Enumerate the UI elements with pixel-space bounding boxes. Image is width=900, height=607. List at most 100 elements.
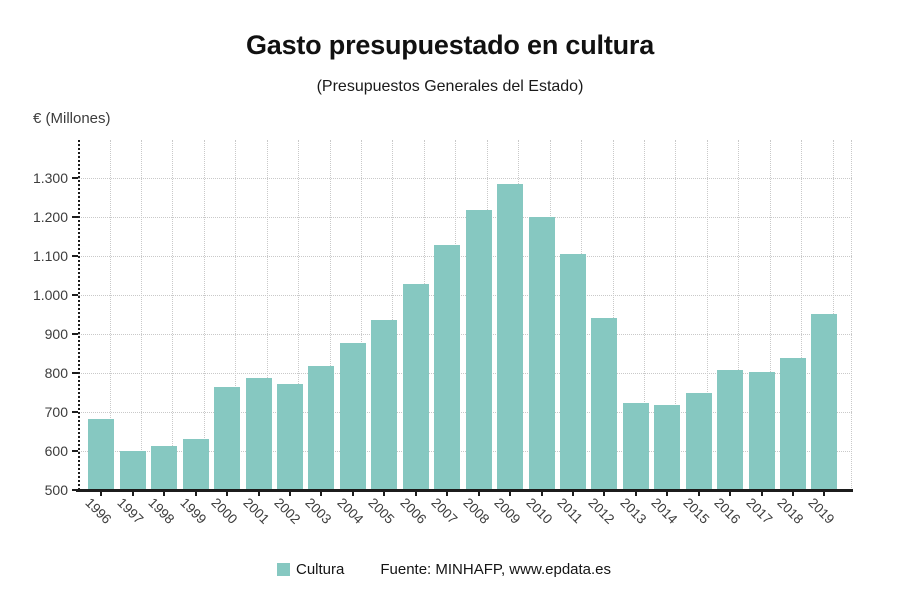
gridline-horizontal (78, 451, 852, 452)
x-tick-label-2010: 2010 (522, 495, 555, 527)
y-tick-label-700: 700 (44, 404, 68, 420)
y-tick-label-500: 500 (44, 482, 68, 498)
gridline-vertical (329, 140, 331, 490)
gridline-horizontal (78, 372, 852, 374)
y-axis-spine (78, 140, 80, 490)
gridline-vertical (801, 140, 803, 490)
x-axis-tick (540, 491, 543, 496)
source-text: Fuente: MINHAFP, www.epdata.es (380, 561, 612, 578)
x-axis-tick (100, 491, 103, 496)
x-tick-label-2019: 2019 (805, 495, 838, 527)
bar-2019 (811, 313, 838, 490)
chart-footer: Cultura Fuente: MINHAFP, www.epdata.es (277, 561, 611, 578)
gridline-vertical (203, 140, 205, 490)
x-axis-tick (226, 491, 229, 496)
x-tick-label-2002: 2002 (271, 495, 304, 527)
x-axis-tick (823, 491, 826, 496)
legend-swatch-cultura (277, 563, 290, 576)
gridline-vertical (266, 140, 268, 490)
gridline-vertical (109, 140, 111, 490)
x-axis-tick (383, 491, 386, 496)
bar-2001 (245, 378, 272, 490)
y-axis-tick (72, 371, 78, 374)
bar-2004 (339, 343, 366, 490)
x-tick-label-2018: 2018 (774, 495, 807, 527)
gridline-vertical (675, 140, 677, 490)
x-tick-label-2003: 2003 (302, 495, 335, 527)
x-tick-label-2006: 2006 (397, 495, 429, 527)
bar-2009 (497, 184, 523, 490)
y-tick-label-600: 600 (44, 443, 68, 459)
page-title: Gasto presupuestado en cultura (245, 30, 655, 60)
y-axis-tick (72, 450, 78, 452)
bar-2000 (214, 387, 241, 490)
x-axis-tick (288, 491, 291, 496)
gridline-horizontal (78, 333, 852, 335)
gridline-vertical (298, 140, 300, 490)
x-tick-label-2001: 2001 (239, 495, 272, 527)
bar-1997 (119, 451, 146, 490)
x-axis-tick (163, 491, 166, 496)
x-axis-tick (603, 491, 606, 496)
x-axis-line (76, 489, 853, 492)
x-tick-label-1999: 1999 (176, 495, 209, 527)
gridline-horizontal (78, 255, 852, 257)
y-axis-tick (72, 215, 78, 218)
bar-2015 (685, 392, 712, 490)
gridline-vertical (612, 140, 614, 490)
bar-2013 (622, 403, 649, 490)
gridline-horizontal (78, 412, 852, 413)
x-tick-label-2017: 2017 (742, 495, 775, 527)
x-tick-label-2008: 2008 (459, 495, 492, 527)
y-tick-label-1300: 1.300 (32, 169, 68, 186)
x-tick-label-2014: 2014 (648, 495, 681, 527)
y-axis-tick (72, 411, 78, 413)
x-tick-label-2011: 2011 (554, 495, 586, 527)
page-subtitle: (Presupuestos Generales del Estado) (316, 78, 584, 95)
x-tick-label-2013: 2013 (617, 495, 650, 527)
bar-2018 (780, 358, 806, 490)
x-tick-label-2004: 2004 (334, 495, 367, 527)
x-axis-tick (320, 491, 323, 496)
y-axis-unit-label: € (Millones) (33, 110, 111, 127)
y-axis-tick (72, 489, 78, 491)
gridline-vertical (643, 140, 645, 490)
bar-2010 (528, 217, 555, 490)
x-tick-label-1998: 1998 (145, 495, 178, 527)
bar-1998 (151, 445, 178, 490)
bar-2002 (276, 384, 303, 490)
x-axis-tick (509, 491, 511, 496)
x-axis-tick (414, 491, 417, 496)
y-axis-tick (72, 332, 78, 335)
y-axis-tick (72, 293, 78, 296)
gridline-vertical (392, 140, 394, 490)
x-axis-tick (729, 491, 732, 496)
x-tick-label-1996: 1996 (82, 495, 115, 527)
bar-2005 (371, 319, 398, 490)
x-axis-tick (351, 491, 354, 496)
gridline-vertical (769, 140, 771, 490)
x-axis-tick (571, 491, 574, 496)
x-tick-label-2009: 2009 (491, 495, 524, 527)
bar-2008 (465, 209, 492, 490)
legend-label-cultura: Cultura (296, 561, 345, 578)
bar-2003 (308, 365, 335, 490)
y-axis-tick (72, 176, 78, 179)
y-tick-label-1100: 1.100 (32, 247, 68, 264)
y-tick-label-800: 800 (44, 364, 68, 381)
x-axis-tick (477, 491, 480, 496)
x-tick-label-2016: 2016 (711, 495, 744, 527)
gridline-vertical (361, 140, 363, 490)
gridline-vertical (172, 140, 174, 490)
x-axis-tick (666, 491, 669, 496)
bar-2007 (434, 245, 461, 490)
gridline-horizontal (78, 216, 852, 218)
gridline-vertical-right-edge (851, 140, 852, 490)
gridline-vertical (235, 140, 237, 490)
bar-1999 (182, 438, 209, 490)
x-axis-tick (257, 491, 260, 496)
x-axis-tick (792, 491, 794, 496)
gridline-vertical (738, 140, 740, 490)
